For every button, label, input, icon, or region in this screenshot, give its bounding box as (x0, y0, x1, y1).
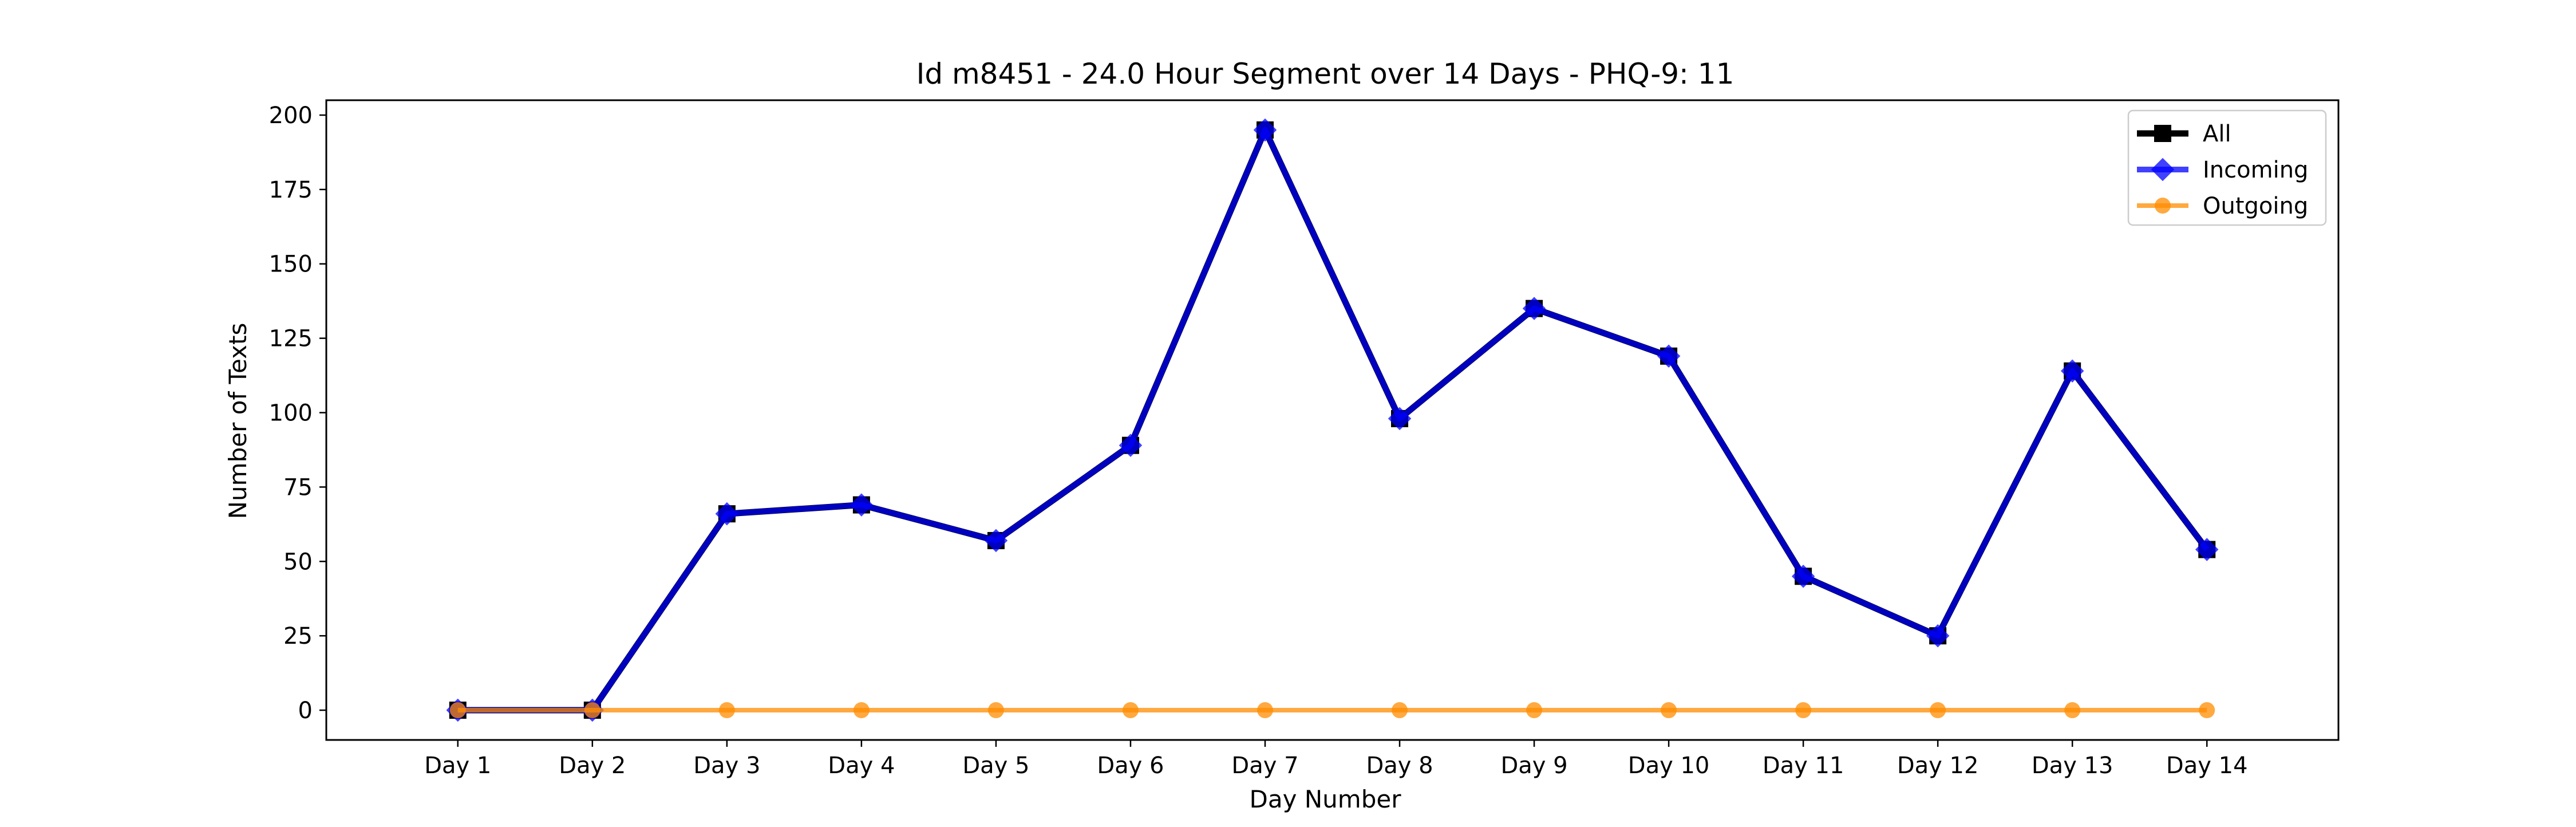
data-point-outgoing (1930, 702, 1946, 719)
x-tick-label: Day 9 (1500, 753, 1567, 779)
plot-frame (325, 99, 2340, 741)
data-point-outgoing (449, 702, 466, 719)
y-tick-label: 125 (269, 326, 313, 352)
data-point-outgoing (584, 702, 600, 719)
x-tick-label: Day 10 (1628, 753, 1710, 779)
data-point-incoming (850, 493, 874, 517)
x-tick-label: Day 12 (1897, 753, 1979, 779)
data-point-outgoing (1122, 702, 1139, 719)
x-tick-label: Day 14 (2166, 753, 2248, 779)
data-point-outgoing (853, 702, 870, 719)
data-point-outgoing (1661, 702, 1677, 719)
y-tick-label: 50 (283, 549, 313, 575)
legend-marker-outgoing (2155, 198, 2171, 214)
x-tick-label: Day 13 (2032, 753, 2113, 779)
data-point-incoming (2060, 359, 2084, 383)
data-point-outgoing (987, 702, 1004, 719)
legend: All Incoming Outgoing (2127, 109, 2327, 226)
x-tick-label: Day 5 (962, 753, 1029, 779)
y-axis-label: Number of Texts (224, 323, 252, 519)
legend-box (2127, 109, 2327, 226)
data-point-outgoing (1257, 702, 1273, 719)
data-point-outgoing (2064, 702, 2081, 719)
y-tick-label: 0 (298, 698, 313, 724)
data-point-outgoing (1526, 702, 1543, 719)
axes: 0 25 50 75 100 125 150 175 200 Day 1 Day 2 Day 3 Day… (269, 99, 2340, 779)
data-point-incoming (1522, 297, 1546, 320)
data-point-incoming (1119, 434, 1143, 457)
x-tick-label: Day 1 (424, 753, 491, 779)
legend-marker-all (2154, 125, 2171, 142)
series-line-incoming (457, 127, 2210, 714)
data-point-incoming (1388, 407, 1412, 431)
x-tick-label: Day 3 (693, 753, 760, 779)
legend-label-incoming: Incoming (2203, 157, 2308, 183)
x-tick-label: Day 11 (1763, 753, 1844, 779)
data-point-outgoing (2199, 702, 2215, 719)
y-tick-label: 100 (269, 400, 313, 427)
y-tick-label: 150 (269, 251, 313, 278)
data-point-incoming (715, 502, 739, 526)
data-point-incoming (1926, 624, 1950, 648)
x-axis-label: Day Number (1249, 785, 1401, 813)
data-point-outgoing (1392, 702, 1408, 719)
data-point-incoming (2195, 538, 2219, 561)
data-point-outgoing (718, 702, 735, 719)
x-tick-label: Day 6 (1097, 753, 1164, 779)
plot-area (446, 118, 2219, 722)
data-point-incoming (1253, 118, 1277, 142)
x-tick-label: Day 2 (559, 753, 626, 779)
data-point-incoming (1657, 344, 1681, 368)
x-tick-label: Day 4 (828, 753, 895, 779)
y-tick-label: 25 (283, 623, 313, 649)
data-point-outgoing (1795, 702, 1812, 719)
y-tick-label: 75 (283, 474, 313, 501)
legend-marker-incoming (2151, 157, 2175, 182)
data-point-incoming (984, 529, 1008, 553)
x-tick-label: Day 7 (1231, 753, 1298, 779)
legend-label-all: All (2203, 121, 2231, 147)
data-point-incoming (1791, 565, 1815, 588)
x-tick-label: Day 8 (1366, 753, 1433, 779)
legend-label-outgoing: Outgoing (2203, 193, 2308, 219)
y-tick-label: 175 (269, 177, 313, 203)
y-tick-label: 200 (269, 103, 313, 129)
chart-title: Id m8451 - 24.0 Hour Segment over 14 Day… (916, 57, 1735, 90)
